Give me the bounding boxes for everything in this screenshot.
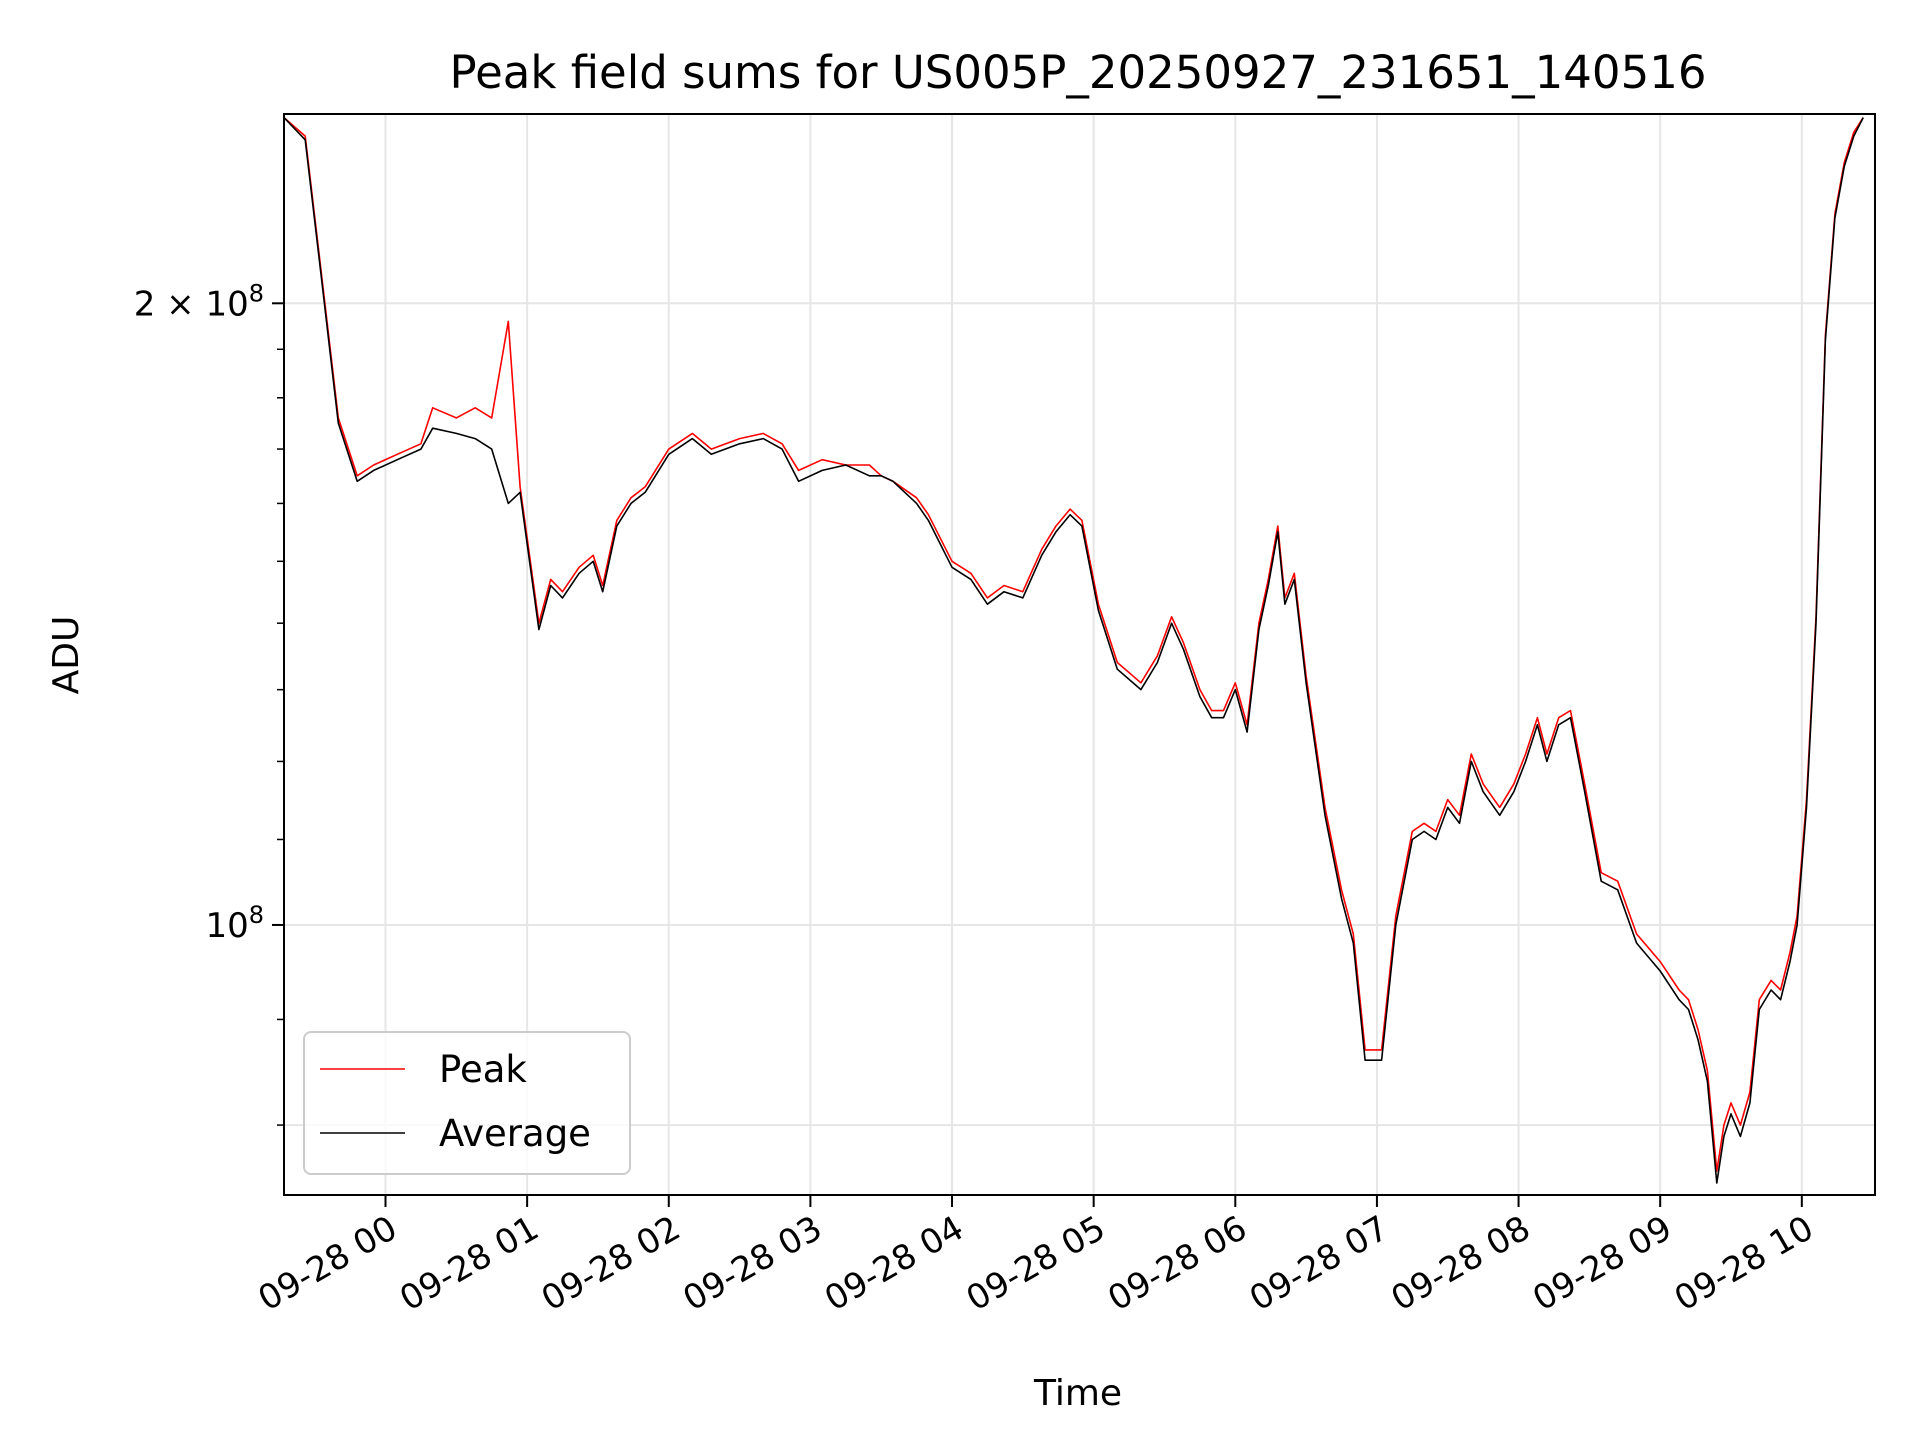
y-tick-label: 108	[205, 901, 264, 946]
chart-title: Peak field sums for US005P_20250927_2316…	[450, 46, 1707, 99]
legend: Peak Average	[303, 1031, 631, 1175]
legend-box	[303, 1031, 631, 1175]
y-tick-label: 2 × 108	[134, 279, 264, 324]
series-layer	[283, 116, 1864, 1184]
series-line-peak	[283, 116, 1864, 1172]
plot-frame	[283, 113, 1876, 1196]
grid-lines	[284, 114, 1875, 1195]
y-axis-label: ADU	[46, 616, 87, 695]
legend-label-average: Average	[439, 1112, 591, 1155]
x-axis-label: Time	[1033, 1373, 1122, 1414]
legend-label-peak: Peak	[439, 1048, 527, 1091]
y-axis: 2 × 108 108	[134, 279, 284, 1126]
series-line-average	[283, 117, 1864, 1184]
